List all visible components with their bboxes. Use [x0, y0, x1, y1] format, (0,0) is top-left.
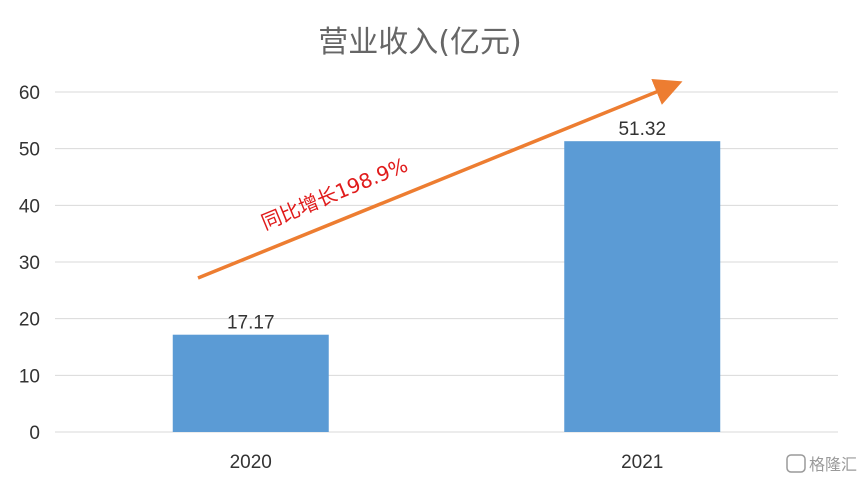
bar-2020 [172, 334, 329, 432]
y-axis-ticks: 0 10 20 30 40 50 60 [19, 83, 40, 444]
x-tick-label-2020: 2020 [230, 452, 272, 473]
y-tick-label: 50 [19, 140, 40, 161]
y-tick-label: 40 [19, 196, 40, 217]
chart-title: 营业收入(亿元) [318, 25, 521, 60]
y-tick-label: 20 [19, 310, 40, 331]
y-tick-label: 10 [19, 366, 40, 387]
bar-2021 [564, 141, 721, 433]
x-tick-label-2021: 2021 [621, 452, 663, 473]
gridlines [55, 91, 838, 433]
bars [172, 141, 721, 433]
y-tick-label: 30 [19, 253, 40, 274]
watermark-logo-icon [786, 454, 806, 473]
y-tick-label: 60 [19, 83, 40, 104]
data-label-2020: 17.17 [227, 313, 275, 334]
watermark-text: 格隆汇 [809, 455, 857, 474]
data-labels: 17.17 51.32 [227, 119, 666, 334]
data-label-2021: 51.32 [618, 119, 666, 140]
growth-arrow [197, 78, 683, 280]
y-tick-label: 0 [29, 423, 40, 444]
x-axis-ticks: 2020 2021 [230, 452, 664, 473]
watermark: 格隆汇 [786, 454, 857, 474]
